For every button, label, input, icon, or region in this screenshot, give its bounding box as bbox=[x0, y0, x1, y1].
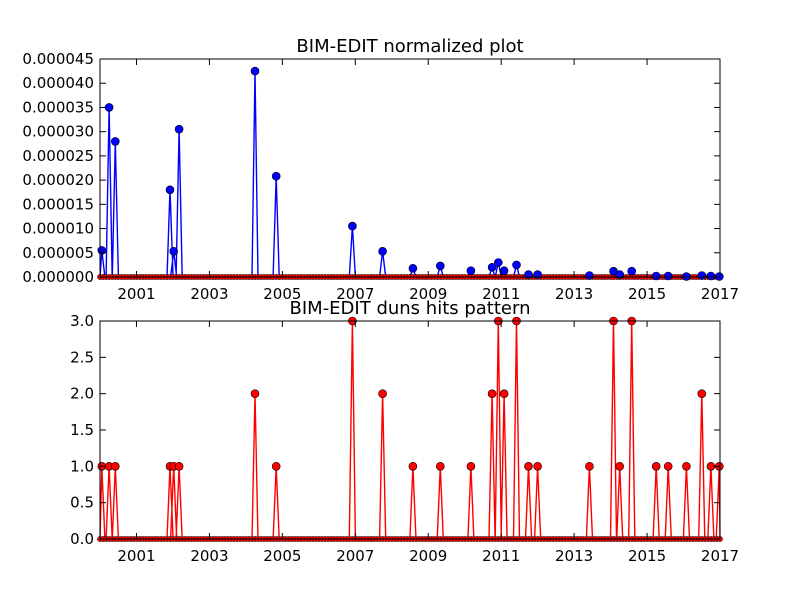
data-point bbox=[627, 266, 637, 276]
x-tick-label: 2011 bbox=[482, 285, 520, 303]
data-point bbox=[271, 461, 281, 471]
x-tick-label: 2013 bbox=[555, 547, 593, 565]
data-point bbox=[493, 258, 503, 267]
data-point bbox=[487, 262, 497, 272]
y-tick-label: 2.5 bbox=[70, 348, 94, 366]
y-tick-label: 0.000025 bbox=[22, 147, 94, 165]
data-point bbox=[250, 389, 260, 399]
y-tick-label: 0.000045 bbox=[22, 50, 94, 68]
data-point bbox=[169, 247, 178, 256]
data-point bbox=[585, 271, 594, 280]
data-point bbox=[585, 461, 594, 471]
axes-frame bbox=[99, 320, 721, 540]
x-tick-label: 2013 bbox=[555, 285, 593, 303]
x-tick-label: 2015 bbox=[628, 285, 666, 303]
data-point bbox=[104, 103, 114, 112]
data-point bbox=[174, 461, 184, 471]
y-tick-label: 0.5 bbox=[70, 494, 94, 512]
y-tick-label: 0.000015 bbox=[22, 195, 94, 213]
data-point bbox=[435, 461, 445, 471]
data-point bbox=[533, 461, 542, 471]
x-tick-label: 2007 bbox=[336, 285, 374, 303]
data-point bbox=[378, 247, 387, 256]
data-point bbox=[697, 389, 707, 399]
x-tick-label: 2003 bbox=[190, 285, 228, 303]
y-tick-label: 3.0 bbox=[70, 312, 94, 330]
data-point bbox=[348, 221, 357, 231]
y-axis: 0.000000 0.000005 0.000010 0.000015 0.000020… bbox=[22, 50, 720, 286]
y-tick-label: 0.000040 bbox=[22, 74, 94, 92]
normalized-plot-panel: BIM-EDIT normalized plot 2001 2003 2005 200… bbox=[22, 36, 739, 303]
y-tick-label: 1.5 bbox=[70, 421, 94, 439]
data-point bbox=[524, 461, 533, 471]
y-tick-label: 0.000010 bbox=[22, 220, 94, 238]
x-tick-label: 2005 bbox=[263, 285, 301, 303]
x-tick-label: 2007 bbox=[336, 547, 374, 565]
y-tick-label: 2.0 bbox=[70, 385, 94, 403]
data-point bbox=[111, 137, 120, 146]
data-point bbox=[663, 271, 673, 281]
x-tick-label: 2001 bbox=[117, 547, 155, 565]
plot-area bbox=[97, 66, 724, 281]
data-point bbox=[697, 271, 707, 280]
data-point bbox=[250, 66, 260, 76]
data-point bbox=[271, 171, 281, 181]
y-tick-label: 0.000000 bbox=[22, 268, 94, 286]
x-tick-label: 2003 bbox=[190, 547, 228, 565]
data-point bbox=[408, 461, 418, 471]
y-tick-label: 0.000030 bbox=[22, 123, 94, 141]
data-point bbox=[651, 461, 661, 471]
y-tick-label: 1.0 bbox=[70, 457, 94, 475]
data-point bbox=[174, 124, 184, 134]
data-point bbox=[435, 261, 445, 271]
data-point bbox=[651, 271, 661, 281]
data-point bbox=[466, 266, 476, 276]
duns-hits-panel: BIM-EDIT duns hits pattern 2001 2003 2005 2… bbox=[70, 298, 739, 565]
y-axis: 0.0 0.5 1.0 1.5 2.0 2.5 3.0 bbox=[70, 312, 720, 548]
x-tick-label: 2017 bbox=[701, 547, 739, 565]
y-tick-label: 0.000020 bbox=[22, 171, 94, 189]
x-tick-label: 2005 bbox=[263, 547, 301, 565]
x-tick-label: 2011 bbox=[482, 547, 520, 565]
x-tick-label: 2009 bbox=[409, 547, 447, 565]
data-point bbox=[499, 266, 509, 276]
data-point bbox=[111, 461, 120, 471]
x-axis: 2001 2003 2005 2007 2009 2011 2013 2015 2017 bbox=[117, 321, 739, 565]
series-line bbox=[99, 320, 721, 540]
data-point bbox=[466, 461, 476, 471]
y-tick-label: 0.000005 bbox=[22, 244, 94, 262]
x-tick-label: 2009 bbox=[409, 285, 447, 303]
data-point bbox=[408, 263, 418, 273]
data-point bbox=[706, 271, 716, 281]
data-point bbox=[663, 461, 673, 471]
data-point bbox=[165, 185, 175, 195]
series-line bbox=[99, 71, 721, 278]
data-point bbox=[682, 461, 691, 471]
axes-frame bbox=[99, 58, 721, 278]
data-point bbox=[615, 461, 625, 471]
x-tick-label: 2017 bbox=[701, 285, 739, 303]
y-tick-label: 0.0 bbox=[70, 530, 94, 548]
data-point bbox=[499, 389, 509, 399]
data-point bbox=[378, 389, 387, 399]
x-axis: 2001 2003 2005 2007 2009 2011 2013 2015 2017 bbox=[117, 59, 739, 303]
chart-title: BIM-EDIT normalized plot bbox=[296, 36, 523, 57]
plot-area bbox=[97, 316, 724, 542]
x-tick-label: 2001 bbox=[117, 285, 155, 303]
data-point bbox=[512, 260, 521, 270]
x-tick-label: 2015 bbox=[628, 547, 666, 565]
data-point bbox=[706, 461, 716, 471]
chart-title: BIM-EDIT duns hits pattern bbox=[290, 298, 531, 319]
y-tick-label: 0.000035 bbox=[22, 98, 94, 116]
data-point bbox=[487, 389, 497, 399]
